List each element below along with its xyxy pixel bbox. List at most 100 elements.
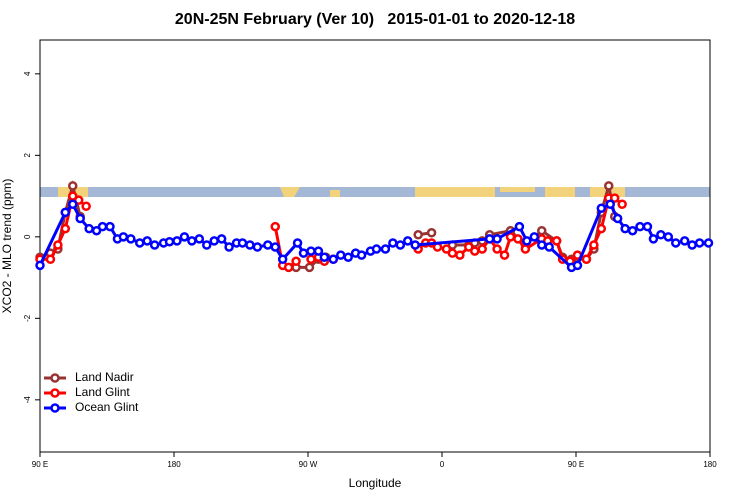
y-tick-label: 2 — [23, 153, 32, 158]
data-point — [687, 240, 697, 250]
data-point — [75, 213, 85, 224]
data-point — [306, 246, 316, 256]
legend-label: Land Nadir — [75, 370, 134, 384]
data-point — [694, 238, 705, 248]
y-tick-label: -4 — [23, 396, 32, 404]
data-point — [336, 250, 346, 260]
data-point — [60, 223, 71, 234]
data-point — [343, 252, 353, 262]
data-point — [426, 228, 437, 238]
data-point — [277, 254, 288, 264]
data-point — [319, 252, 330, 262]
data-point — [216, 234, 227, 244]
data-point — [477, 244, 487, 254]
chart-title: 20N-25N February (Ver 10) 2015-01-01 to … — [175, 11, 575, 28]
data-point — [68, 181, 78, 191]
data-point — [447, 248, 458, 258]
data-point — [118, 232, 129, 242]
data-point — [551, 236, 562, 246]
data-point — [492, 244, 502, 254]
data-point — [441, 244, 452, 254]
data-point — [380, 244, 391, 254]
map-strip — [40, 187, 710, 197]
x-tick-label: 180 — [167, 460, 181, 469]
x-tick-label: 90 W — [299, 460, 318, 469]
data-point — [617, 199, 627, 209]
data-point — [283, 262, 294, 273]
data-point — [522, 236, 532, 246]
data-point — [537, 240, 547, 250]
data-point — [484, 234, 495, 244]
data-point — [194, 234, 205, 244]
data-point — [604, 181, 614, 191]
data-point — [53, 240, 63, 250]
data-point — [35, 260, 45, 271]
data-point — [514, 221, 525, 232]
data-point — [292, 238, 303, 248]
data-point — [298, 248, 309, 258]
data-point — [589, 240, 599, 250]
data-point — [313, 246, 324, 256]
legend-label: Land Glint — [75, 385, 130, 399]
x-tick-label: 90 E — [32, 460, 48, 469]
data-point — [328, 254, 339, 264]
data-point — [237, 238, 248, 248]
data-point — [620, 223, 630, 234]
data-point — [291, 256, 301, 267]
data-point — [270, 242, 280, 252]
data-point — [635, 221, 645, 232]
data-point — [60, 207, 71, 218]
data-point — [413, 230, 423, 240]
data-point — [306, 254, 316, 264]
data-point — [135, 238, 145, 248]
y-axis-label: XCO2 - MLO trend (ppm) — [0, 179, 14, 314]
data-point — [84, 223, 94, 234]
data-point — [656, 230, 666, 240]
data-point — [544, 242, 554, 252]
data-point — [45, 254, 56, 264]
data-point — [612, 213, 623, 224]
data-point — [105, 221, 115, 232]
data-point — [73, 195, 84, 205]
data-point — [642, 221, 653, 232]
data-point — [596, 223, 607, 234]
data-point — [187, 236, 197, 246]
data-point — [470, 246, 480, 256]
data-point — [537, 225, 547, 236]
data-point — [304, 262, 315, 273]
data-point — [91, 225, 102, 236]
data-point — [395, 240, 406, 250]
data-point — [513, 234, 523, 244]
data-point — [81, 201, 91, 212]
data-point — [164, 236, 175, 247]
data-point — [245, 240, 255, 250]
data-point — [609, 193, 620, 203]
data-point — [224, 242, 234, 252]
data-point — [581, 254, 592, 264]
data-point — [179, 232, 190, 242]
data-point — [529, 232, 540, 242]
legend-marker — [50, 373, 60, 383]
data-point — [499, 250, 510, 260]
x-tick-label: 0 — [440, 460, 445, 469]
data-point — [703, 238, 714, 248]
data-point — [520, 244, 531, 254]
data-point — [149, 240, 160, 250]
y-tick-label: 4 — [23, 71, 32, 76]
data-point — [252, 242, 263, 252]
legend-label: Ocean Glint — [75, 400, 139, 414]
series-line — [38, 201, 709, 270]
data-point — [356, 250, 367, 260]
data-point — [202, 240, 212, 250]
data-point — [371, 244, 382, 254]
x-axis-label: Longitude — [349, 476, 402, 490]
data-point — [142, 236, 152, 246]
x-tick-label: 180 — [703, 460, 717, 469]
data-point — [410, 240, 420, 250]
data-point — [455, 250, 465, 260]
y-tick-label: 0 — [23, 234, 32, 239]
data-point — [126, 234, 136, 244]
data-point — [572, 260, 583, 271]
data-point — [464, 242, 474, 252]
